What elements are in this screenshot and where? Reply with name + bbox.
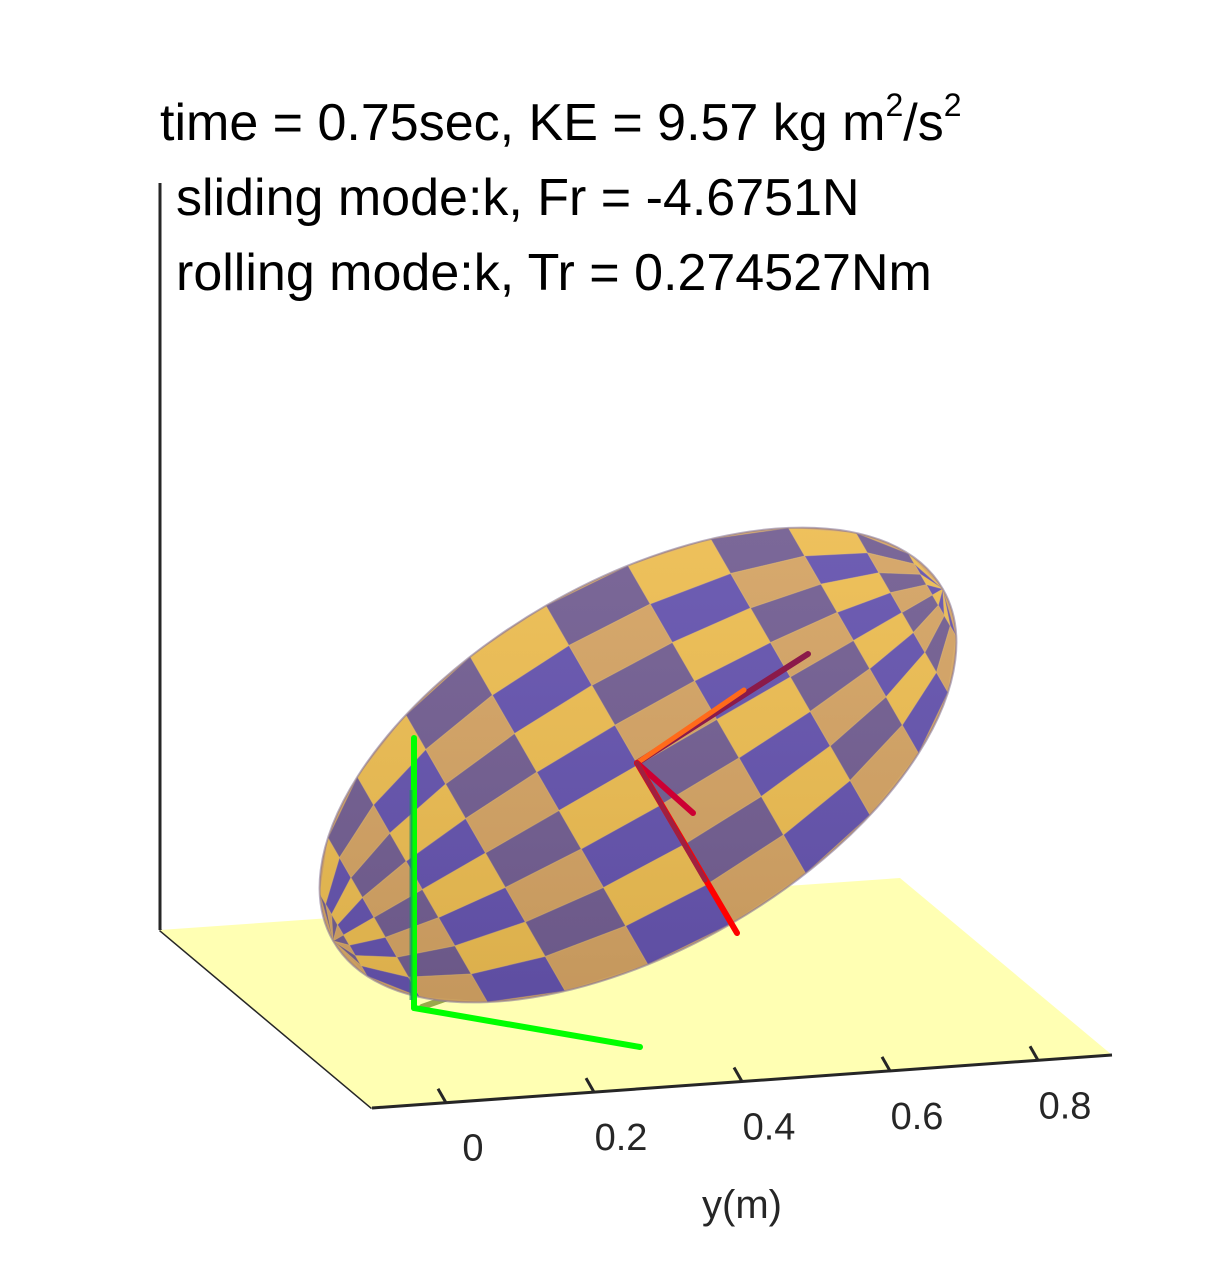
world-frame-axes	[409, 735, 643, 1050]
y-axis-tick	[584, 1077, 596, 1093]
y-axis-label: y(m)	[702, 1183, 782, 1227]
y-axis-ticks	[436, 1045, 1040, 1104]
y-axis-tick-label: 0.8	[1039, 1085, 1092, 1127]
body-axis-minor	[634, 760, 696, 816]
y-axis-tick	[436, 1087, 448, 1104]
y-axis-tick	[880, 1056, 892, 1072]
y-axis-tick-label: 0.2	[595, 1117, 648, 1159]
y-axis-tick-label: 0	[462, 1128, 483, 1170]
body-frame-axes	[634, 651, 811, 936]
title-line-3: rolling mode:k, Tr = 0.274527Nm	[176, 244, 932, 302]
title-line-1: time = 0.75sec, KE = 9.57 kg m2/s2	[160, 87, 962, 152]
body-axis-orange	[634, 687, 747, 766]
y-axis-tick-label: 0.4	[743, 1107, 796, 1149]
y-axis-tick	[732, 1066, 744, 1083]
y-axis-tick	[1028, 1045, 1040, 1062]
title-line-2: sliding mode:k, Fr = -4.6751N	[176, 169, 860, 227]
world-axis-ground	[411, 1005, 643, 1050]
body-axis-down-inner	[634, 760, 708, 883]
y-axis-tick-labels: 0 0.2 0.4 0.6 0.8	[462, 1085, 1091, 1169]
y-axis-tick-label: 0.6	[891, 1096, 944, 1138]
